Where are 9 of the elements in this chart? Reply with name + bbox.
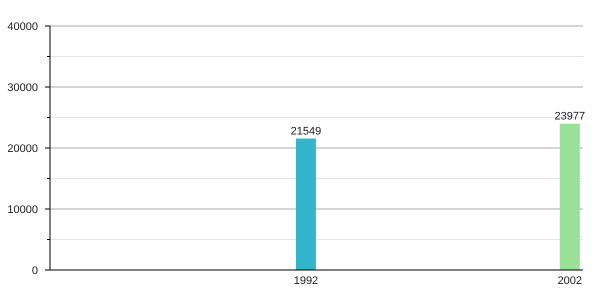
y-tick-label: 10000 xyxy=(7,204,38,216)
y-tick-label: 0 xyxy=(32,264,38,277)
data-label: 23977 xyxy=(554,110,586,123)
data-label: 21549 xyxy=(290,126,322,138)
y-tick-label: 20000 xyxy=(7,142,38,155)
y-tick-label: 40000 xyxy=(7,20,38,33)
y-tick-label: 30000 xyxy=(7,82,38,94)
x-tick-label: 1992 xyxy=(294,275,318,287)
x-tick-label: 2002 xyxy=(558,275,582,287)
